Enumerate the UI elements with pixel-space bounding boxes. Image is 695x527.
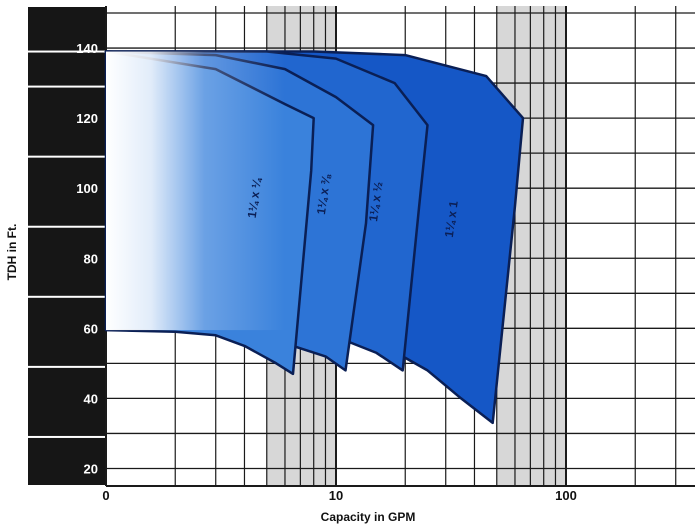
y-tick-label: 140 [76, 41, 98, 56]
y-tick-label: 20 [84, 461, 98, 476]
region-label: 1¼ x 1 [442, 200, 461, 239]
region-label: 1¼ x ½ [366, 181, 385, 223]
region-labels: 1¼ x ¼ 1¼ x ⅜ 1¼ x ½ 1¼ x 1 [245, 173, 461, 238]
y-axis-bands [28, 7, 106, 485]
region-fade [106, 51, 285, 331]
y-band [28, 87, 106, 156]
y-band [28, 52, 106, 86]
y-axis-title: TDH in Ft. [5, 224, 19, 281]
x-axis-title: Capacity in GPM [321, 510, 416, 524]
y-band [28, 7, 106, 51]
y-tick-labels: 20 40 60 80 100 120 140 [76, 41, 98, 476]
y-band [28, 437, 106, 485]
x-tick-label: 0 [102, 488, 109, 503]
x-tick-label: 10 [329, 488, 343, 503]
region-label: 1¼ x ¼ [245, 176, 265, 219]
y-band [28, 297, 106, 366]
y-tick-label: 120 [76, 111, 98, 126]
region-label: 1¼ x ⅜ [314, 173, 334, 216]
x-tick-labels: 0 10 100 [102, 488, 576, 503]
y-tick-label: 40 [84, 391, 98, 406]
y-tick-label: 80 [84, 251, 98, 266]
y-band [28, 367, 106, 436]
y-tick-label: 60 [84, 321, 98, 336]
y-band [28, 227, 106, 296]
pump-regions [104, 50, 525, 425]
x-tick-label: 100 [555, 488, 577, 503]
y-tick-label: 100 [76, 181, 98, 196]
y-band [28, 157, 106, 226]
